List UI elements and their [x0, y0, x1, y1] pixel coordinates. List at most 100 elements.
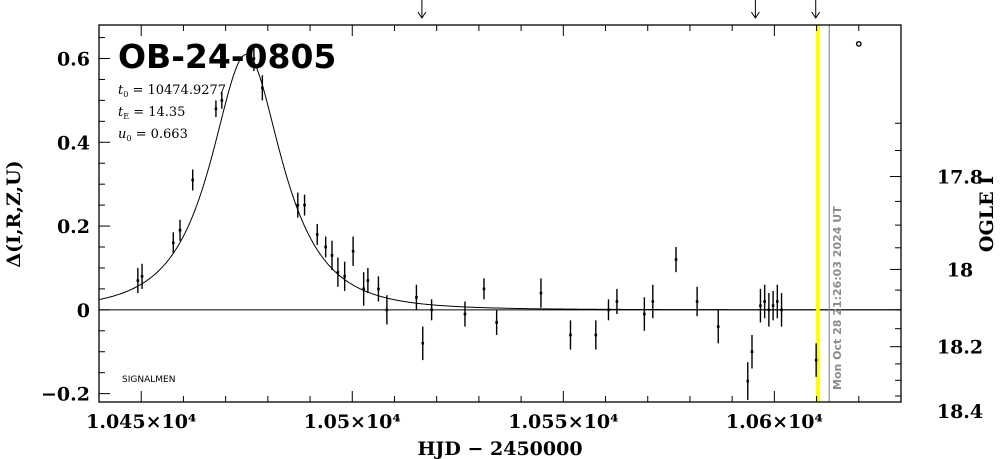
parameter-block: t0 = 10474.9277 tE = 14.35 u0 = 0.663	[118, 83, 226, 143]
data-point	[767, 293, 771, 327]
data-point	[252, 45, 256, 72]
point-marker	[366, 279, 370, 282]
y-tick-label: 0.2	[57, 216, 90, 238]
arrow-head	[750, 11, 760, 19]
data-point	[776, 284, 779, 319]
point-marker	[296, 203, 300, 207]
point-marker	[643, 312, 646, 316]
x-tick-label: 1.045×10⁴	[86, 411, 196, 433]
point-marker	[362, 287, 365, 291]
data-point	[569, 320, 572, 350]
point-marker	[252, 57, 256, 60]
data-point	[330, 240, 334, 271]
point-marker	[763, 300, 766, 303]
right-tick-label: 18	[947, 259, 973, 281]
data-point	[385, 295, 389, 325]
x-tick-label: 1.06×10⁴	[726, 411, 823, 433]
current-time-label: Mon Oct 28 21:26:03 2024 UT	[831, 206, 844, 390]
point-marker	[651, 300, 655, 303]
point-marker	[750, 350, 754, 354]
data-point	[136, 267, 140, 294]
point-marker	[421, 342, 425, 345]
data-point	[336, 257, 340, 287]
data-point	[343, 261, 346, 291]
point-marker	[695, 300, 699, 303]
y-tick-label: 0	[77, 300, 90, 322]
data-point	[643, 297, 646, 331]
param-u0: u0 = 0.663	[118, 127, 188, 143]
right-tick-label: 18.2	[937, 337, 983, 359]
tick-labels: 1.045×10⁴ 1.05×10⁴ 1.055×10⁴ 1.06×10⁴ −0.2 0 0…	[41, 49, 983, 433]
point-marker	[136, 279, 140, 282]
point-marker	[315, 233, 319, 236]
point-marker	[539, 291, 543, 295]
data-point	[140, 263, 144, 289]
point-marker	[569, 333, 572, 337]
y-axis-label: Δ(I,R,Z,U)	[3, 160, 25, 267]
point-marker	[607, 308, 610, 312]
point-marker	[776, 300, 779, 303]
data-point	[495, 309, 498, 335]
right-tick-label: 18.4	[937, 401, 983, 423]
corner-label: SIGNALMEN	[122, 375, 175, 385]
point-marker	[191, 178, 195, 182]
plot-area	[98, 0, 901, 402]
data-point	[415, 284, 418, 310]
y-tick-label: 0.6	[57, 49, 90, 71]
data-point	[214, 100, 218, 118]
point-marker	[377, 287, 380, 291]
data-point	[366, 267, 370, 294]
extra-mark	[855, 40, 862, 47]
model-curve	[98, 53, 901, 311]
point-marker	[495, 321, 498, 324]
point-marker	[385, 308, 389, 312]
data-point	[303, 194, 306, 216]
data-point	[771, 290, 775, 321]
data-point	[746, 362, 750, 400]
point-marker	[261, 86, 264, 90]
data-point	[482, 278, 486, 300]
arrow-head	[417, 11, 427, 19]
point-marker	[171, 241, 175, 245]
point-marker	[594, 333, 598, 337]
point-marker	[343, 275, 346, 278]
data-point	[594, 320, 598, 350]
data-point	[651, 284, 655, 319]
point-marker	[482, 287, 486, 291]
point-marker	[463, 312, 467, 316]
data-point	[296, 192, 300, 218]
param-t0: t0 = 10474.9277	[118, 83, 226, 99]
data-point	[716, 309, 720, 344]
axis-ticks	[98, 25, 902, 402]
data-point	[763, 284, 766, 319]
point-marker	[214, 107, 218, 111]
point-marker	[759, 304, 762, 307]
y-tick-label: 0.4	[57, 132, 90, 154]
plot-frame	[98, 24, 902, 403]
data-point	[780, 293, 783, 327]
point-marker	[336, 270, 340, 274]
x-tick-label: 1.05×10⁴	[304, 411, 401, 433]
point-marker	[780, 308, 783, 312]
point-marker	[220, 99, 224, 102]
data-point	[191, 169, 195, 191]
data-point	[178, 219, 182, 241]
point-marker	[140, 275, 144, 278]
data-point	[377, 276, 380, 302]
point-marker	[771, 304, 775, 307]
data-point	[814, 343, 818, 377]
point-marker	[178, 228, 182, 232]
data-point	[421, 326, 425, 361]
point-marker	[430, 308, 433, 312]
point-marker	[351, 249, 355, 253]
point-marker	[324, 245, 327, 249]
data-point	[324, 236, 327, 258]
y-axis-right-label: OGLE I	[976, 176, 998, 252]
data-point	[171, 232, 175, 254]
point-marker	[767, 308, 771, 312]
point-marker	[674, 258, 678, 261]
right-tick-label: 17.8	[937, 167, 983, 189]
data-point	[220, 92, 224, 109]
data-point	[674, 247, 678, 273]
